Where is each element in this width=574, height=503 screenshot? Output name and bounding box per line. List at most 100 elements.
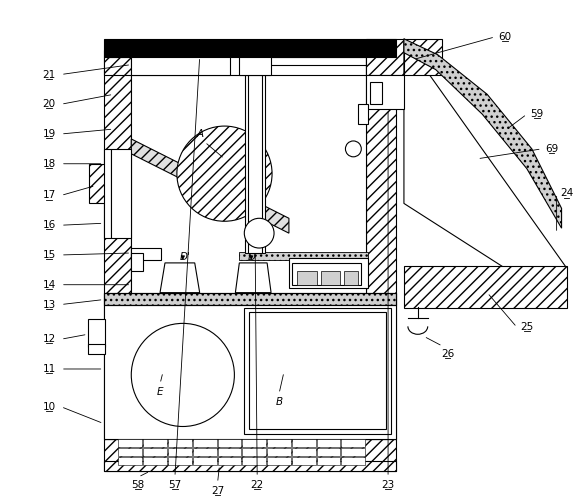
Bar	[168, 457, 192, 465]
Text: 14: 14	[42, 280, 56, 290]
Bar	[297, 271, 317, 285]
Text: 18: 18	[42, 159, 56, 169]
Bar	[292, 448, 316, 456]
Bar	[131, 74, 366, 440]
Bar	[267, 457, 291, 465]
Bar	[88, 164, 107, 203]
Bar	[103, 440, 396, 471]
Bar	[131, 248, 161, 260]
Bar	[245, 74, 265, 253]
Bar	[267, 448, 291, 456]
Bar	[118, 457, 142, 465]
Text: 21: 21	[42, 69, 56, 79]
Bar	[131, 57, 230, 74]
Text: 24: 24	[560, 189, 573, 199]
Bar	[118, 448, 142, 456]
Polygon shape	[131, 139, 289, 233]
Text: 19: 19	[42, 129, 56, 139]
Circle shape	[346, 141, 361, 157]
Bar	[366, 57, 396, 440]
Text: D: D	[247, 252, 255, 262]
Bar	[344, 271, 358, 285]
Polygon shape	[235, 263, 271, 293]
Bar	[103, 57, 131, 74]
Bar	[239, 57, 271, 74]
Bar	[245, 307, 391, 435]
Bar	[289, 258, 369, 288]
Bar	[317, 457, 340, 465]
Bar	[292, 440, 316, 447]
Bar	[218, 440, 241, 447]
Bar	[292, 263, 361, 285]
Bar	[103, 293, 396, 304]
Bar	[218, 448, 241, 456]
Bar	[321, 271, 340, 285]
Text: A: A	[196, 129, 203, 139]
Bar	[342, 440, 365, 447]
Bar	[88, 319, 106, 347]
Bar	[370, 82, 382, 104]
Text: 22: 22	[251, 480, 264, 490]
Bar	[193, 457, 216, 465]
Text: 23: 23	[382, 480, 395, 490]
Text: 16: 16	[42, 220, 56, 230]
Bar	[143, 440, 167, 447]
Text: 15: 15	[42, 250, 56, 260]
Bar	[103, 50, 131, 440]
Text: 20: 20	[42, 99, 56, 109]
Bar	[267, 440, 291, 447]
Text: 25: 25	[520, 322, 533, 332]
Bar	[317, 440, 340, 447]
Bar	[404, 39, 441, 74]
Bar	[103, 149, 111, 238]
Bar	[404, 266, 567, 307]
Bar	[168, 448, 192, 456]
Text: 27: 27	[211, 486, 224, 496]
Text: 58: 58	[131, 480, 145, 490]
Circle shape	[245, 218, 274, 248]
Text: E: E	[157, 387, 163, 397]
Bar	[103, 461, 396, 471]
Circle shape	[177, 126, 272, 221]
Text: 10: 10	[42, 402, 56, 411]
Text: 17: 17	[42, 191, 56, 201]
Text: 26: 26	[441, 349, 454, 359]
Bar	[193, 448, 216, 456]
Bar	[342, 448, 365, 456]
Text: D': D'	[180, 252, 190, 262]
Bar	[143, 448, 167, 456]
Bar	[131, 253, 143, 271]
Bar	[103, 304, 396, 440]
Bar	[193, 440, 216, 447]
Bar	[242, 440, 266, 447]
Bar	[118, 440, 142, 447]
Text: B: B	[276, 397, 282, 407]
Bar	[366, 39, 404, 74]
Text: 57: 57	[168, 480, 181, 490]
Text: 69: 69	[545, 144, 559, 154]
Polygon shape	[404, 39, 561, 228]
Bar	[317, 448, 340, 456]
Bar	[168, 440, 192, 447]
Bar	[292, 457, 316, 465]
Text: 60: 60	[498, 32, 511, 42]
Bar	[111, 149, 131, 238]
Bar	[143, 457, 167, 465]
Bar	[249, 74, 262, 253]
Text: 59: 59	[530, 109, 544, 119]
Text: 11: 11	[42, 364, 56, 374]
Bar	[249, 312, 386, 430]
Bar	[366, 57, 396, 74]
Bar	[242, 448, 266, 456]
Polygon shape	[404, 39, 567, 307]
Bar	[88, 344, 106, 354]
Bar	[358, 104, 369, 124]
Bar	[218, 457, 241, 465]
Bar	[103, 293, 396, 304]
Bar	[239, 252, 369, 260]
Bar	[366, 74, 404, 109]
Polygon shape	[160, 263, 200, 293]
Bar	[342, 457, 365, 465]
Text: 12: 12	[42, 334, 56, 344]
Bar	[103, 39, 396, 57]
